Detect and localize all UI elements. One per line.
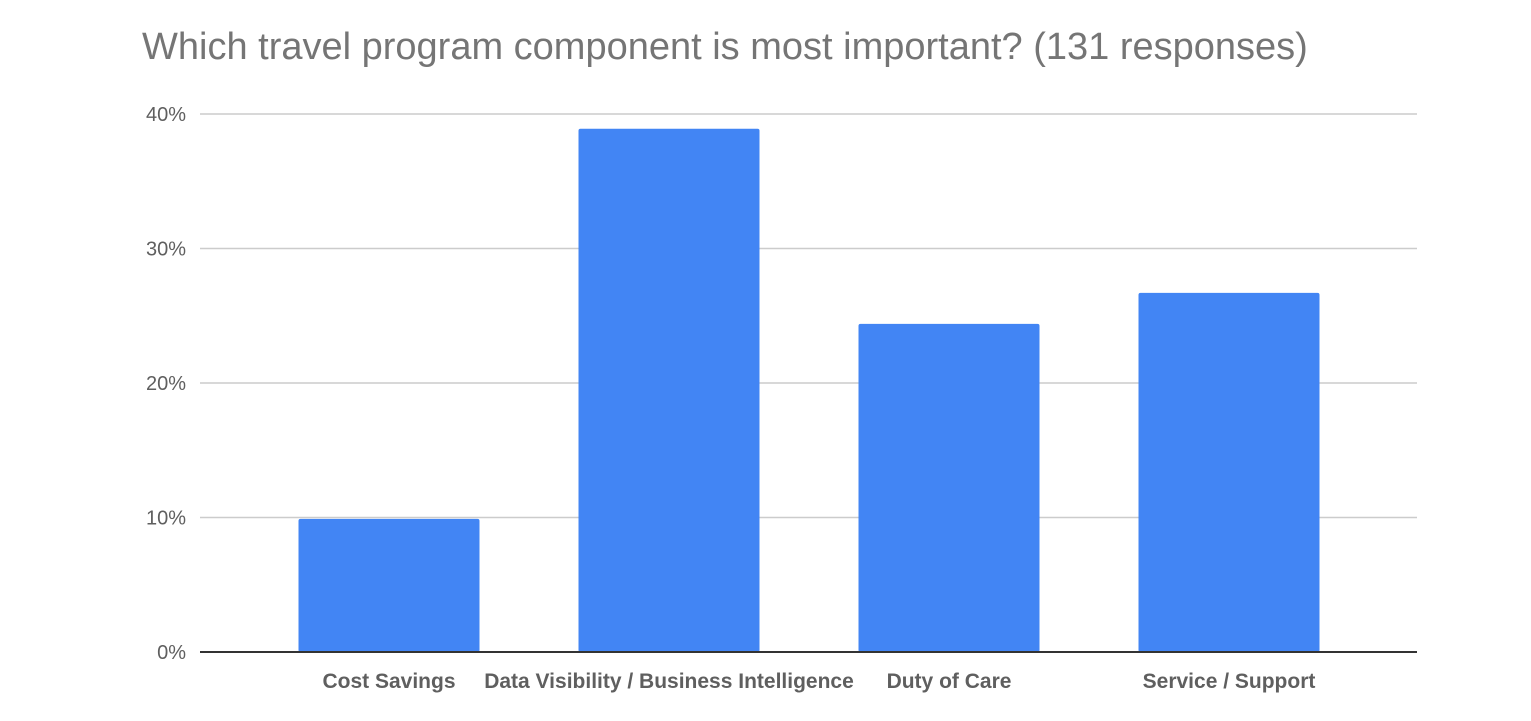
x-category-label: Data Visibility / Business Intelligence bbox=[484, 670, 854, 693]
y-tick-label: 0% bbox=[157, 642, 186, 664]
chart-title: Which travel program component is most i… bbox=[142, 26, 1308, 68]
bar bbox=[1138, 292, 1320, 652]
x-category-label: Service / Support bbox=[1143, 670, 1316, 693]
x-category-label: Duty of Care bbox=[887, 670, 1012, 693]
bar bbox=[298, 518, 480, 652]
y-tick-labels: 0% 10% 20% 30% 40% bbox=[146, 104, 186, 664]
x-category-label: Cost Savings bbox=[322, 670, 455, 693]
bar bbox=[858, 323, 1040, 652]
y-tick-label: 20% bbox=[146, 373, 186, 395]
y-tick-label: 30% bbox=[146, 239, 186, 261]
bars bbox=[298, 128, 1320, 653]
bar bbox=[578, 128, 760, 653]
y-tick-label: 40% bbox=[146, 104, 186, 126]
x-category-labels: Cost Savings Data Visibility / Business I… bbox=[322, 670, 1315, 693]
y-tick-label: 10% bbox=[146, 508, 186, 530]
